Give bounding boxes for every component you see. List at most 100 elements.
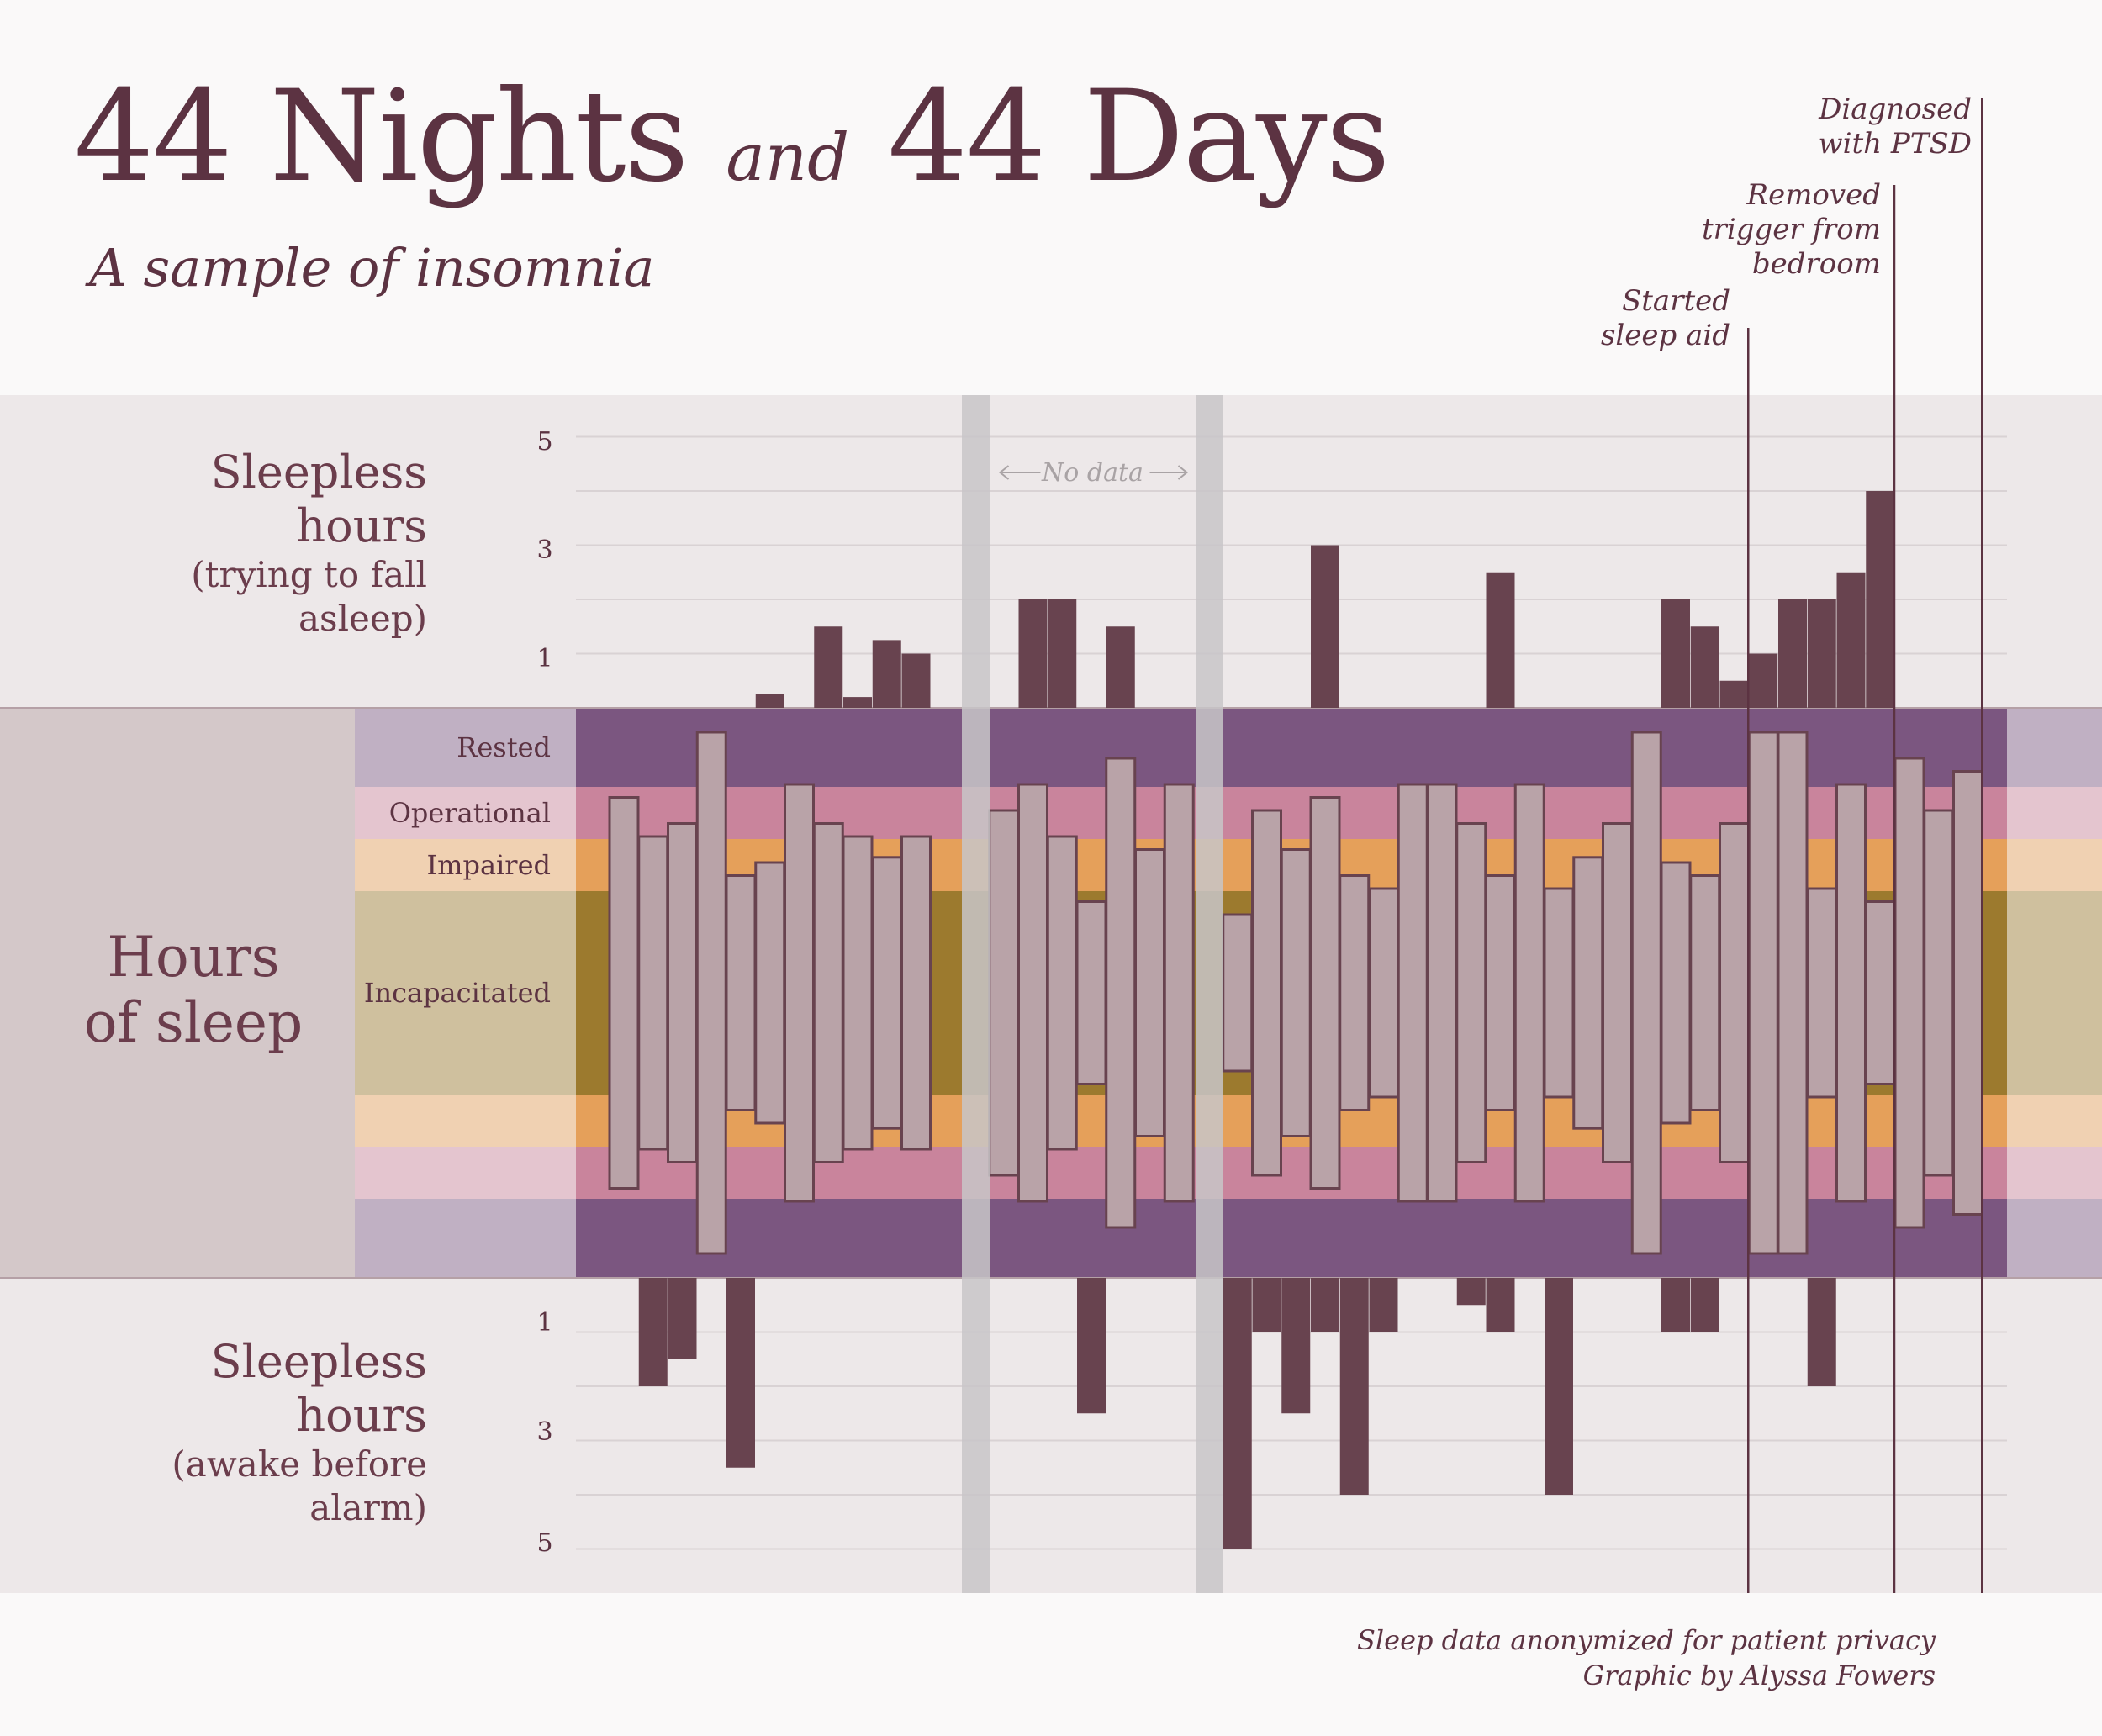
bottom-bar [1339,1278,1369,1495]
sleep-bar [1806,887,1838,1099]
top-bar [1661,599,1690,708]
no-data-arrow-right-head [1177,465,1189,480]
bottom-tick: 1 [536,1308,553,1338]
bottom-sublabel-line: (awake before [172,1443,427,1485]
footer-privacy: Sleep data anonymized for patient privac… [1356,1624,1936,1656]
band-rested [355,1199,576,1278]
bottom-panel [0,1278,2102,1593]
top-tick: 1 [536,644,553,673]
band-impaired [2007,1095,2102,1147]
middle-label-line: Hours [107,925,280,989]
sleep-bar [1134,848,1165,1137]
footer-author: Graphic by Alyssa Fowers [1582,1659,1936,1691]
top-bar [843,697,872,708]
middle-label-line: of sleep [83,990,304,1055]
top-bar [1866,491,1895,708]
band-incapacitated [2007,891,2102,993]
top-bar [1486,572,1515,708]
top-bar [1106,626,1135,708]
top-bar [1048,599,1077,708]
sleep-bar [988,809,1020,1177]
top-bar [1719,680,1749,708]
band-operational [355,1147,576,1199]
bottom-bar [638,1278,668,1386]
sleep-bar [1309,796,1341,1190]
sleep-bar [1105,757,1137,1229]
sleep-bar [695,731,727,1255]
sleep-bar [1719,822,1750,1163]
bottom-tick: 3 [536,1417,553,1447]
band-incapacitated [2007,993,2102,1095]
sleep-bar [1485,874,1516,1111]
band-incapacitated [355,993,576,1095]
sleep-bar [1602,822,1633,1163]
sleep-bar [1280,848,1312,1137]
bottom-bar [1077,1278,1106,1414]
bottom-bar [1486,1278,1515,1332]
bottom-row-sublabel: (awake before alarm) [172,1443,427,1530]
top-bar [1749,653,1778,708]
top-bar [872,640,901,708]
band-rested [2007,708,2102,787]
sleep-bar [725,874,757,1111]
bottom-label-line: hours [296,1389,427,1442]
band-label-impaired: Impaired [426,849,552,881]
top-sublabel-line: (trying to fall [191,554,427,595]
title-part-nights: 44 Nights [74,64,689,210]
sleep-bar [1426,783,1458,1203]
band-impaired [2007,839,2102,891]
sleep-bar [1660,861,1692,1125]
top-row-sublabel: (trying to fall asleep) [191,553,427,641]
annotation-line: bedroom [1751,247,1881,281]
sleep-bar [1864,900,1896,1085]
no-data-column [962,395,990,1593]
top-label-line: hours [296,499,427,552]
bottom-bar [1545,1278,1573,1495]
bottom-bar [1369,1278,1398,1332]
annotation-line: Removed [1746,178,1881,212]
bottom-bar [668,1278,697,1359]
annotation-sleep-aid: Started sleep aid [1601,284,1730,353]
sleep-bar [667,822,698,1163]
band-impaired [355,839,576,891]
sleep-bar [1017,783,1048,1203]
annotation-trigger: Removed trigger from bedroom [1702,178,1881,282]
annotation-line: Started [1621,284,1730,318]
top-tick: 3 [536,536,553,565]
no-data-label: No data [1041,458,1143,488]
title-part-days: 44 Days [887,64,1391,210]
sleep-bar [871,856,903,1130]
sleep-bar [637,835,669,1151]
top-bar [901,653,931,708]
top-bar [1690,626,1719,708]
band-rested [2007,1199,2102,1278]
sleep-bar [1777,731,1809,1255]
sleep-bar [1630,731,1662,1255]
top-tick: 5 [536,427,553,456]
band-operational [355,787,576,839]
annotation-ptsd: Diagnosed with PTSD [1819,92,1972,161]
bottom-bar [1281,1278,1311,1414]
sleep-bar [1455,822,1487,1163]
band-operational [2007,1147,2102,1199]
annotation-line: trigger from [1701,213,1881,246]
middle-label-panel [0,708,355,1278]
top-row-label: Sleepless hours [211,446,427,553]
sleep-bar [1163,783,1195,1203]
sleep-bar [1952,770,1983,1216]
sleep-bar [1835,783,1867,1203]
sleep-bar [1368,887,1399,1099]
page-title: 44 Nights and 44 Days [74,74,1391,200]
bottom-sublabel-line: alarm) [309,1487,427,1528]
annotation-line: Diagnosed [1819,92,1972,126]
sleep-bar [1046,835,1078,1151]
sleep-bar [1747,731,1779,1255]
no-data-arrow-left-head [998,465,1010,480]
sleep-bar [1222,913,1254,1073]
band-label-operational: Operational [388,797,551,829]
sleep-bar [1923,809,1955,1177]
bottom-bar [1311,1278,1339,1332]
sleep-bar [608,796,640,1190]
band-operational [2007,787,2102,839]
